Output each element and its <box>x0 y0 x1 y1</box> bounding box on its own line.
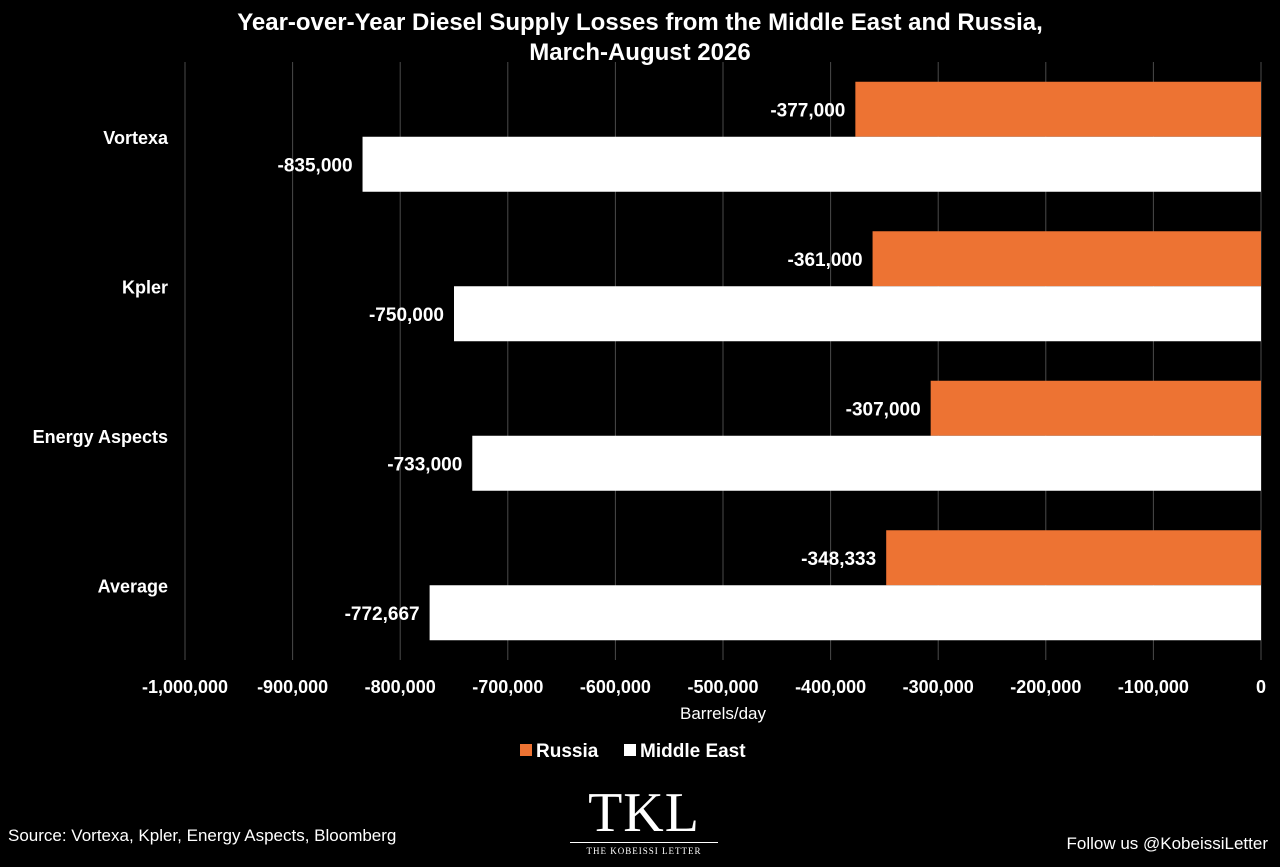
bar <box>454 286 1261 342</box>
data-label: -772,667 <box>345 604 420 625</box>
x-tick-label: 0 <box>1256 677 1266 697</box>
bar <box>472 435 1261 491</box>
logo-subtitle: THE KOBEISSI LETTER <box>586 846 702 856</box>
bar <box>429 585 1261 641</box>
logo-mark: TKL <box>588 782 700 844</box>
x-tick-label: -1,000,000 <box>142 677 228 697</box>
legend-label: Middle East <box>640 741 746 762</box>
x-tick-label: -400,000 <box>795 677 866 697</box>
logo: TKL THE KOBEISSI LETTER <box>564 784 724 860</box>
data-labels: -377,000 -835,000 -361,000 -750,000 -307,000… <box>278 100 921 625</box>
bar-chart: -377,000 -835,000 -361,000 -750,000 -307,000… <box>33 62 1266 762</box>
legend-swatch <box>520 744 532 756</box>
x-tick-label: -900,000 <box>257 677 328 697</box>
chart-title-line-1: Year-over-Year Diesel Supply Losses from… <box>237 9 1043 36</box>
data-label: -835,000 <box>278 155 353 176</box>
x-tick-label: -100,000 <box>1118 677 1189 697</box>
x-axis-label: Barrels/day <box>680 704 766 723</box>
data-label: -733,000 <box>387 454 462 475</box>
x-tick-label: -700,000 <box>472 677 543 697</box>
x-tick-label: -500,000 <box>687 677 758 697</box>
data-label: -750,000 <box>369 305 444 326</box>
bar <box>362 136 1261 192</box>
bars <box>362 81 1261 641</box>
x-tick-label: -600,000 <box>580 677 651 697</box>
x-tick-label: -200,000 <box>1010 677 1081 697</box>
data-label: -307,000 <box>846 399 921 420</box>
data-label: -348,333 <box>801 549 876 570</box>
category-label: Vortexa <box>103 128 169 148</box>
bar <box>872 231 1261 287</box>
logo-rule <box>570 842 718 843</box>
x-tick-label: -300,000 <box>903 677 974 697</box>
bar <box>855 81 1261 137</box>
data-label: -377,000 <box>770 100 845 121</box>
bar <box>930 380 1261 436</box>
legend: Russia Middle East <box>520 741 746 762</box>
category-label: Energy Aspects <box>33 427 168 447</box>
bar <box>886 530 1261 586</box>
x-tick-label: -800,000 <box>365 677 436 697</box>
legend-swatch <box>624 744 636 756</box>
source-note: Source: Vortexa, Kpler, Energy Aspects, … <box>8 826 397 845</box>
legend-label: Russia <box>536 741 599 762</box>
category-label: Kpler <box>122 277 168 297</box>
x-axis-tick-labels: -1,000,000 -900,000 -800,000 -700,000 -600,0… <box>142 677 1266 697</box>
category-labels: Vortexa Kpler Energy Aspects Average <box>33 128 169 597</box>
chart-title: Year-over-Year Diesel Supply Losses from… <box>0 8 1280 68</box>
chart-title-line-2: March-August 2026 <box>529 39 751 66</box>
follow-note: Follow us @KobeissiLetter <box>1066 834 1268 853</box>
category-label: Average <box>98 576 168 596</box>
data-label: -361,000 <box>788 250 863 271</box>
